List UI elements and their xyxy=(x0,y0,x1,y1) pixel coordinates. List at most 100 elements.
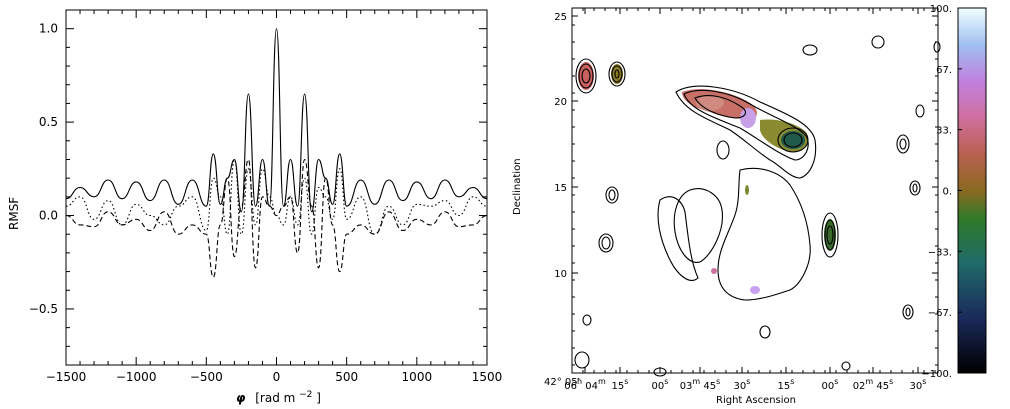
rm-region-source-2 xyxy=(611,64,623,84)
map-x-tick-label: 06h 04m xyxy=(564,377,606,392)
ra-unit: s xyxy=(624,377,628,386)
contour xyxy=(824,219,836,251)
rm-region-west-source xyxy=(578,62,594,90)
rm-region-core xyxy=(781,131,805,149)
x-axis-unit-exponent: −2 xyxy=(299,390,312,400)
rmsf-series-dotted xyxy=(65,158,488,235)
colorbar-tick-label: −100. xyxy=(921,369,952,380)
contour-main-knot xyxy=(694,95,746,119)
rm-region-south-knot xyxy=(750,286,760,294)
map-x-axis-title: Right Ascension xyxy=(716,395,796,406)
contour xyxy=(802,44,818,56)
contour xyxy=(614,69,620,79)
contour xyxy=(915,104,925,118)
colorbar-tick-label: 0. xyxy=(942,187,952,198)
contour xyxy=(601,236,611,250)
colorbar-tick-label: 33. xyxy=(936,126,952,137)
ra-value: 02 xyxy=(853,381,866,392)
map-x-tick-label: 30s xyxy=(910,377,927,392)
rmsf-plot: −1500 −1000 −500 0 500 1000 1500 −0.5 0.0 0.5 1.0… xyxy=(7,9,503,405)
colorbar-tick-label: 100. xyxy=(930,4,952,15)
rm-region-small-2 xyxy=(745,185,749,195)
x-axis-unit-close: ] xyxy=(316,391,321,405)
rm-region-east-source xyxy=(824,219,836,251)
ra-unit: m xyxy=(692,377,700,386)
contour-diffuse-1 xyxy=(673,188,723,263)
contour xyxy=(909,180,921,196)
phi-symbol: φ xyxy=(236,391,246,405)
x-tick-label: −500 xyxy=(190,370,223,384)
contour xyxy=(905,307,911,317)
map-y-tick-label: 10 xyxy=(554,269,567,280)
ra-value: 15 xyxy=(612,381,625,392)
rmsf-plot-frame xyxy=(65,9,488,366)
rmsf-series-solid xyxy=(65,28,488,213)
contour xyxy=(841,361,851,371)
map-y-tick-label: 15 xyxy=(554,183,567,194)
map-y-tick-label: 20 xyxy=(554,97,567,108)
ra-unit: s xyxy=(716,377,720,386)
x-tick-label: 1500 xyxy=(472,370,503,384)
map-x-ticks: 06h 04m 15s 00s 03m 45s 30s 15s 00s 02m … xyxy=(564,8,936,392)
x-tick-label: 500 xyxy=(335,370,358,384)
x-axis-unit: [rad m xyxy=(255,391,295,405)
contour xyxy=(582,314,592,326)
y-tick-label: 0.5 xyxy=(39,115,58,129)
map-frame xyxy=(571,7,939,374)
ra-unit: s xyxy=(922,377,926,386)
contour-main-outer xyxy=(675,85,817,179)
contour xyxy=(826,225,834,245)
ra-value: 06 xyxy=(564,381,577,392)
ra-unit: m xyxy=(865,377,873,386)
rmsf-x-axis-title: φ [rad m −2 ] xyxy=(236,386,321,405)
map-y-axis-title: Declination xyxy=(512,158,523,215)
contour-diffuse-3 xyxy=(717,167,811,301)
ra-unit: s xyxy=(790,377,794,386)
contour xyxy=(759,325,771,339)
contour xyxy=(605,186,619,204)
map-y-ticks: 25 20 15 10 xyxy=(554,12,938,366)
map-x-tick-label: 00s xyxy=(822,377,839,392)
ra-unit: s xyxy=(746,377,750,386)
contour xyxy=(574,351,590,369)
rmsf-y-tick-labels: −0.5 0.0 0.5 1.0 xyxy=(29,22,58,316)
contour xyxy=(871,35,885,49)
rm-region-small-1 xyxy=(711,268,717,274)
rmsf-series-group xyxy=(65,28,488,278)
contour xyxy=(783,132,803,148)
map-x-tick-label: 15s xyxy=(778,377,795,392)
contour xyxy=(575,58,597,94)
colorbar-tick-label: −67. xyxy=(928,308,952,319)
contour xyxy=(608,189,616,201)
map-x-tick-label: 00s xyxy=(652,377,669,392)
contour-main-mid xyxy=(683,89,809,161)
colorbar-tick-label: 67. xyxy=(936,65,952,76)
x-tick-label: 1000 xyxy=(402,370,433,384)
contour xyxy=(611,65,623,83)
contour xyxy=(896,134,910,154)
ra-value: 04 xyxy=(585,381,598,392)
contour-diffuse-2 xyxy=(657,196,699,281)
ra-value: 00 xyxy=(822,381,835,392)
x-tick-label: −1500 xyxy=(46,370,87,384)
map-y-corner-label: 42° 05′ xyxy=(544,377,581,388)
x-tick-label: −1000 xyxy=(116,370,157,384)
ra-value: 30 xyxy=(910,381,923,392)
colorbar-tick-labels: 100. 67. 33. 0. −33. −67. −100. xyxy=(921,4,962,380)
map-x-tick-label: 30s xyxy=(734,377,751,392)
contour xyxy=(902,304,914,320)
contour xyxy=(598,233,614,253)
contour xyxy=(777,127,809,153)
ra-value: 45 xyxy=(703,381,716,392)
map-x-tick-label: 03m 45s xyxy=(680,377,721,392)
rmsf-axis-ticks xyxy=(65,10,488,365)
rmsf-y-axis-title: RMSF xyxy=(7,197,21,230)
contour xyxy=(578,63,594,89)
contour xyxy=(716,140,730,160)
rmsf-series-dashed xyxy=(65,158,488,278)
colorbar xyxy=(957,7,987,374)
contour xyxy=(581,68,591,84)
ra-value: 45 xyxy=(876,381,889,392)
ra-unit: s xyxy=(664,377,668,386)
